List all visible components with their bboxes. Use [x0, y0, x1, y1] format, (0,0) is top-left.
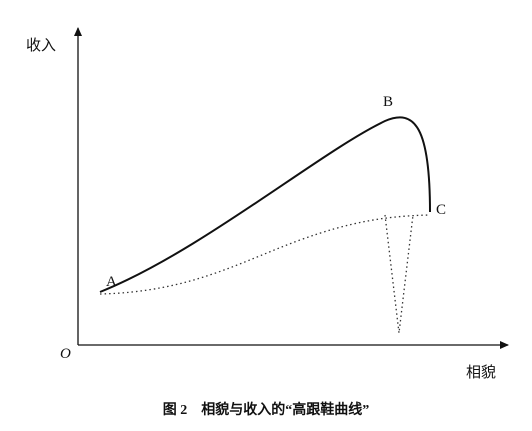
point-label: B	[383, 94, 393, 110]
dotted-heel	[384, 214, 414, 334]
x-axis-label: 相貌	[466, 364, 496, 381]
origin-label: O	[60, 346, 71, 362]
caption: 图 2 相貌与收入的“高跟鞋曲线”	[163, 401, 370, 418]
solid-curve	[99, 116, 431, 293]
dotted-curve	[99, 214, 431, 295]
y-axis-label: 收入	[26, 37, 56, 54]
point-label: C	[436, 202, 446, 218]
point-label: A	[106, 274, 117, 290]
